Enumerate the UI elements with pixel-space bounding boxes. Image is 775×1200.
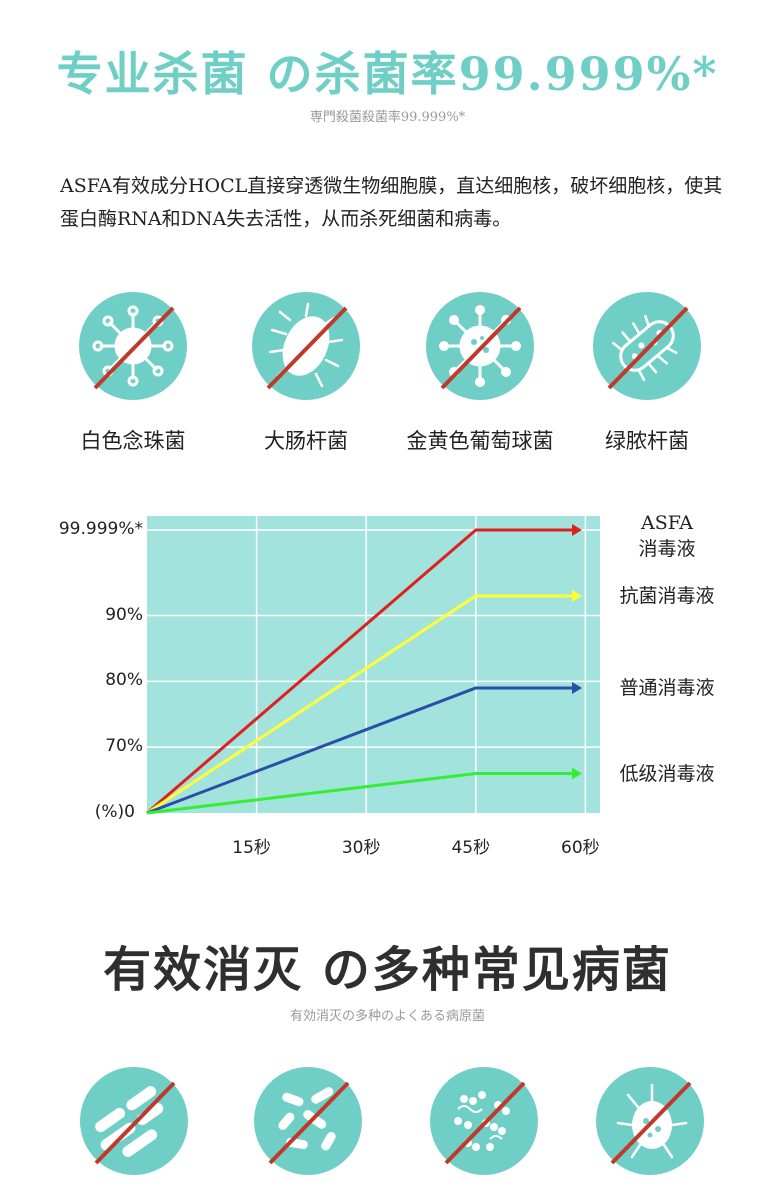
series-line-3 [146,772,572,815]
x-tick-label: 60秒 [561,838,600,858]
legend-label: 抗菌消毒液 [619,584,715,607]
y-tick-label: 90% [105,604,143,625]
chart-canvas [146,516,600,815]
x-tick-label: 15秒 [232,838,271,858]
rod-bacteria-crossed-icon [78,1065,190,1181]
kill-rate-chart: (%)0 70% 80% 90% 99.999%* 15秒 30秒 45秒 60秒 ASFA 消… [58,510,737,858]
y-tick-label: 99.999%* [58,519,143,539]
bacillus-crossed-icon [591,290,703,406]
series-line-0 [146,528,572,815]
label-candida: 白色念珠菌 [80,429,186,453]
cocci-crossed-icon [428,1065,540,1181]
series-line-1 [146,594,572,815]
y-tick-label: (%)0 [94,802,135,822]
legend-label: 低级消毒液 [619,762,715,785]
x-tick-label: 30秒 [341,838,381,858]
series-arrow-1 [572,589,582,602]
flagellate-crossed-icon [594,1065,706,1181]
y-tick-label: 80% [105,670,143,691]
section2-subtitle: 有効消灭の多种のよくある病原菌 [289,1009,485,1024]
legend-entry: ASFA 消毒液 [597,510,737,562]
legend-entry: 抗菌消毒液 [597,583,737,609]
x-tick-label: 45秒 [451,838,491,858]
y-tick-label: 70% [105,736,143,757]
description-paragraph: ASFA有效成分HOCL直接穿透微生物细胞膜，直达细胞核，破坏细胞核，使其蛋白酶… [60,175,723,230]
series-arrow-3 [572,767,582,780]
series-line-2 [146,686,572,815]
section1-title: 专业杀菌 の杀菌率99.999%* [56,47,719,101]
bacterium-crossed-icon [250,290,362,406]
label-pseudomonas: 绿脓杆菌 [605,429,689,453]
legend-label: 消毒液 [638,538,696,560]
chart-series-lines [146,524,582,815]
label-ecoli: 大肠杆菌 [264,429,348,453]
series-arrow-0 [572,524,582,536]
label-staphylococcus: 金黄色葡萄球菌 [406,429,554,453]
series-arrow-2 [572,681,582,694]
legend-entry: 普通消毒液 [597,675,737,701]
section1-subtitle: 専門殺菌殺菌率99.999%* [309,110,466,125]
virus-crossed-icon [77,290,189,406]
short-rods-crossed-icon [252,1065,364,1181]
chart-gridlines [147,516,600,813]
legend-entry: 低级消毒液 [597,761,737,787]
legend-label: ASFA [641,512,693,534]
coronavirus-crossed-icon [424,290,536,406]
section2-title: 有效消灭 の多种常见病菌 [103,942,672,998]
legend-label: 普通消毒液 [619,676,715,699]
